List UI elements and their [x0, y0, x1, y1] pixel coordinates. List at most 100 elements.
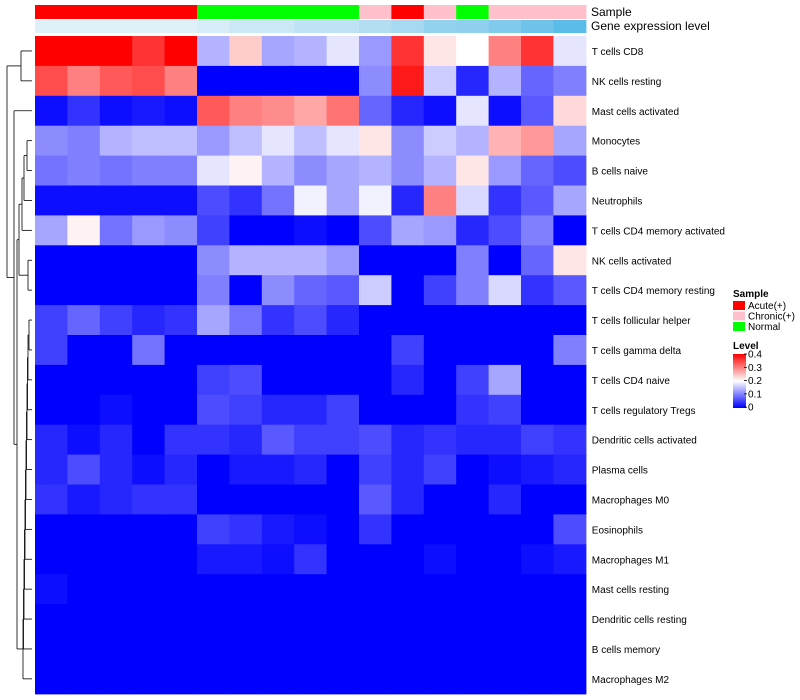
heatmap-cell	[132, 125, 166, 157]
heatmap-cell	[521, 663, 554, 695]
heatmap-cell	[35, 454, 68, 486]
heatmap-cell	[326, 574, 360, 605]
heatmap-cell	[294, 424, 328, 456]
heatmap-cell	[521, 65, 554, 97]
row-label: Macrophages M2	[592, 675, 670, 686]
heatmap-cell	[229, 424, 263, 456]
sample-annotation-label: Sample	[591, 5, 632, 19]
heatmap-cell	[359, 424, 392, 456]
level-tick-label: 0.2	[748, 376, 762, 387]
gene-expression-annotation-cell	[294, 20, 328, 33]
heatmap-cell	[456, 95, 490, 127]
heatmap-cell	[67, 185, 101, 216]
heatmap-cell	[359, 95, 392, 127]
heatmap-cell	[326, 454, 360, 486]
heatmap-cell	[391, 65, 425, 97]
heatmap-cell	[35, 663, 68, 695]
heatmap-cell	[456, 364, 490, 396]
heatmap-cell	[67, 454, 101, 486]
heatmap-cell	[294, 155, 328, 187]
heatmap-cell	[488, 36, 522, 67]
row-label: B cells memory	[592, 645, 660, 656]
heatmap-cell	[423, 663, 457, 695]
heatmap-cell	[35, 574, 68, 605]
heatmap-cell	[132, 544, 166, 575]
heatmap-cell	[197, 544, 230, 575]
heatmap-cell	[229, 65, 263, 97]
level-tick-label: 0.1	[748, 389, 762, 400]
heatmap-cell	[132, 36, 166, 67]
heatmap-cell	[423, 275, 457, 306]
heatmap-cell	[423, 95, 457, 127]
sample-annotation-cell	[488, 5, 522, 19]
heatmap-cell	[326, 484, 360, 515]
heatmap-cell	[164, 424, 198, 456]
heatmap-cell	[488, 95, 522, 127]
heatmap-cell	[391, 544, 425, 575]
heatmap-cell	[197, 305, 230, 336]
heatmap-cell	[553, 125, 587, 157]
gene-expression-annotation-cell	[261, 20, 295, 33]
heatmap-cell	[456, 514, 490, 545]
legend-level-title: Level	[733, 341, 759, 352]
heatmap-cell	[391, 663, 425, 695]
heatmap-cell	[132, 394, 166, 426]
heatmap-cell	[553, 663, 587, 695]
heatmap-cell	[456, 424, 490, 456]
heatmap-cell	[132, 574, 166, 605]
sample-annotation-cell	[553, 5, 587, 19]
heatmap-cell	[488, 454, 522, 486]
heatmap-cell	[35, 185, 68, 216]
heatmap-cell	[197, 484, 230, 515]
heatmap-cell	[99, 634, 133, 665]
heatmap-cell	[99, 364, 133, 396]
heatmap-cell	[164, 454, 198, 486]
heatmap-cell	[521, 394, 554, 426]
heatmap-cell	[521, 544, 554, 575]
heatmap-cell	[67, 394, 101, 426]
heatmap-cell	[294, 574, 328, 605]
heatmap-cell	[164, 275, 198, 306]
heatmap-cell	[99, 454, 133, 486]
heatmap-cell	[35, 125, 68, 157]
level-tick-label: 0	[748, 403, 754, 414]
heatmap-cell	[132, 155, 166, 187]
heatmap-cell	[294, 65, 328, 97]
heatmap-cell	[67, 484, 101, 515]
heatmap-cell	[359, 275, 392, 306]
heatmap-cell	[456, 634, 490, 665]
heatmap-cell	[521, 484, 554, 515]
heatmap-cell	[294, 185, 328, 216]
row-label: Neutrophils	[592, 196, 643, 207]
legend-sample-items: Acute(+)Chronic(+)Normal	[733, 301, 795, 333]
heatmap-cell	[229, 663, 263, 695]
heatmap-cell	[164, 364, 198, 396]
heatmap-cell	[99, 155, 133, 187]
heatmap-cell	[553, 454, 587, 486]
sample-annotation-cell	[261, 5, 295, 19]
gene-expression-annotation-cell	[197, 20, 230, 33]
heatmap-cell	[261, 514, 295, 545]
heatmap-cell	[99, 424, 133, 456]
row-label: T cells CD4 memory resting	[592, 286, 715, 297]
heatmap-cell	[229, 335, 263, 366]
heatmap-cell	[261, 36, 295, 67]
heatmap-cell	[261, 454, 295, 486]
heatmap-cell	[99, 215, 133, 246]
heatmap-cell	[35, 604, 68, 635]
heatmap-cell	[553, 544, 587, 575]
heatmap-cell	[423, 544, 457, 575]
heatmap-cell	[229, 155, 263, 187]
heatmap-cell	[164, 215, 198, 246]
heatmap-cell	[326, 215, 360, 246]
heatmap-cell	[359, 364, 392, 396]
heatmap-cell	[294, 394, 328, 426]
heatmap-cell	[488, 544, 522, 575]
row-label: Mast cells resting	[592, 585, 669, 596]
heatmap-cell	[197, 514, 230, 545]
sample-annotation-cell	[423, 5, 457, 19]
heatmap-cell	[359, 514, 392, 545]
heatmap-cell	[229, 604, 263, 635]
heatmap-cell	[261, 65, 295, 97]
heatmap-cell	[261, 663, 295, 695]
